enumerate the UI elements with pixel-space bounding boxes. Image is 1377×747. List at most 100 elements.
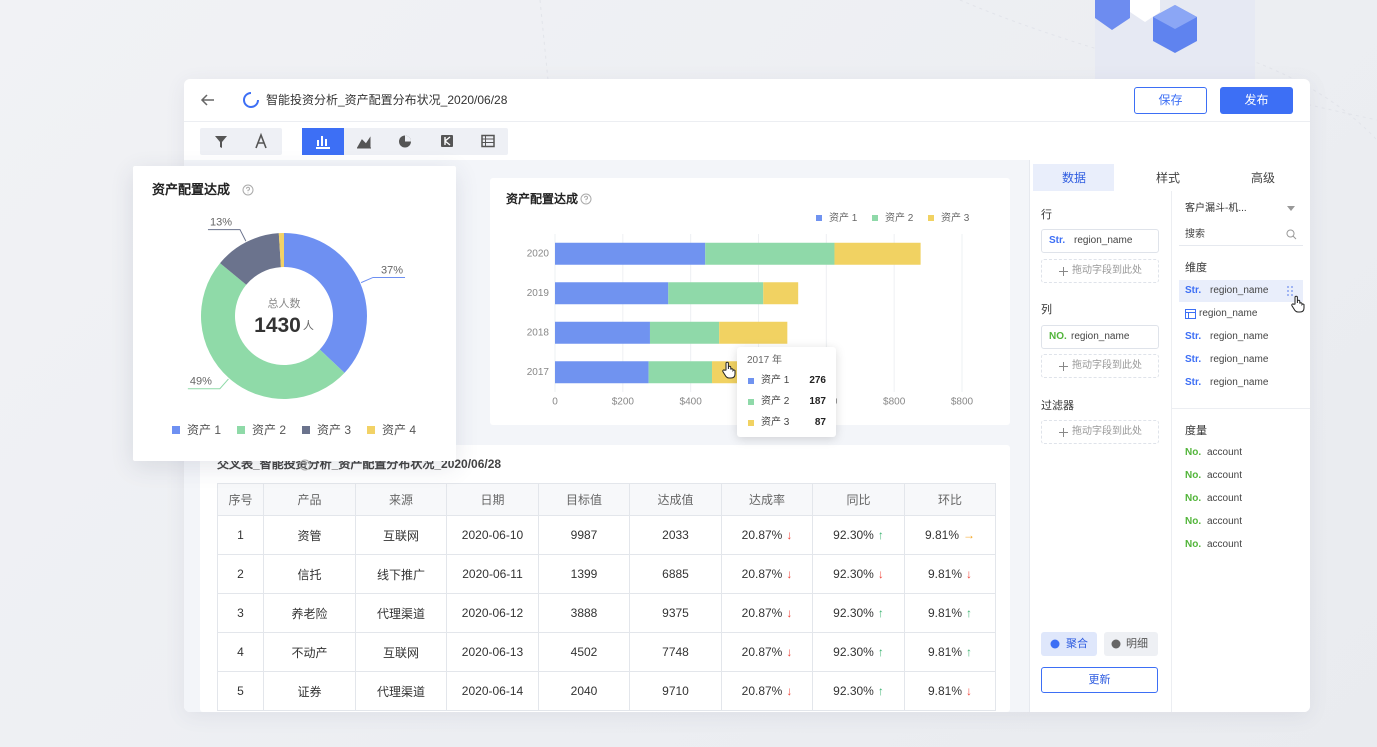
divider bbox=[1171, 191, 1172, 712]
publish-button[interactable]: 发布 bbox=[1220, 87, 1293, 114]
search-box[interactable] bbox=[1179, 224, 1303, 246]
help-mark bbox=[246, 186, 250, 194]
icon-dot bbox=[1050, 639, 1060, 649]
help-icon bbox=[299, 459, 311, 471]
cell-text: 92.30% bbox=[833, 528, 874, 542]
column-header: 来源 bbox=[355, 483, 447, 516]
chart-tooltip: 2017 年资产 1 276 资产 2 187 资产 3 87 bbox=[737, 347, 836, 437]
table-cell: 20.87% ↓ bbox=[721, 632, 813, 672]
center-total: 1430 人 bbox=[254, 314, 314, 337]
panel-tab[interactable]: 数据 bbox=[1061, 171, 1087, 185]
legend-label: 资产 3 bbox=[941, 211, 970, 224]
tooltip-value: 87 bbox=[814, 417, 826, 428]
aggregate-bg bbox=[1041, 632, 1097, 656]
field-type: No. bbox=[1185, 447, 1202, 458]
table-cell: 9.81% ↑ bbox=[904, 632, 996, 672]
trend-arrow: ↑ bbox=[877, 684, 884, 698]
cell-text: 9.81% bbox=[927, 606, 963, 620]
x-tick-label: 0 bbox=[552, 397, 558, 408]
pie-chart-tool[interactable] bbox=[399, 135, 411, 148]
mode-icon bbox=[1050, 639, 1060, 649]
donut-slice bbox=[284, 233, 367, 373]
bar-segment bbox=[555, 242, 706, 265]
table-row: 2 信托 线下推广 2020-06-11 1399 6885 20.87% ↓ 92.30% ↓ 9… bbox=[217, 554, 996, 594]
field-type: No. bbox=[1185, 516, 1202, 527]
plus bbox=[1059, 267, 1068, 276]
legend-swatch bbox=[302, 426, 310, 434]
panel-tab[interactable]: 样式 bbox=[1155, 171, 1181, 185]
section-label: 行 bbox=[1041, 209, 1052, 221]
area-chart-tool[interactable] bbox=[357, 136, 371, 149]
x-tick-label: $400 bbox=[680, 397, 703, 408]
plus bbox=[1059, 428, 1068, 437]
text-tool[interactable] bbox=[255, 132, 267, 149]
trend-arrow: ↑ bbox=[877, 528, 884, 542]
bar-segment bbox=[555, 321, 650, 344]
section-label: 过滤器 bbox=[1041, 400, 1074, 412]
aggregate-button[interactable]: 聚合 bbox=[1066, 638, 1088, 650]
tooltip-value: 276 bbox=[809, 375, 826, 386]
field-type: Str. bbox=[1185, 377, 1202, 388]
table-cell: 代理渠道 bbox=[355, 671, 447, 711]
trend-arrow: → bbox=[963, 528, 976, 542]
table-cell: 9987 bbox=[538, 515, 630, 555]
help-mark bbox=[303, 461, 307, 469]
back-button[interactable] bbox=[198, 90, 218, 110]
table-cell: 7748 bbox=[629, 632, 722, 672]
detail-button[interactable]: 明细 bbox=[1126, 638, 1148, 650]
report-title: 智能投资分析_资产配置分布状况_2020/06/28 bbox=[266, 93, 508, 107]
data-table: 序号 产品 来源 日期 目标值 达成值 达成率 同比 环比 1 资管 互联网 2020-06-10 998… bbox=[217, 483, 996, 711]
search-icon bbox=[1286, 229, 1297, 240]
cell-text: 20.87% bbox=[741, 567, 783, 581]
table-cell: 6885 bbox=[629, 554, 722, 594]
table-cell: 3888 bbox=[538, 593, 630, 633]
field-name: account bbox=[1207, 516, 1243, 527]
bar-segment bbox=[555, 282, 669, 305]
cursor-shape bbox=[1291, 295, 1305, 313]
y-tick-label: 2020 bbox=[527, 248, 550, 259]
column-header: 达成值 bbox=[629, 483, 722, 516]
table-cell: 2033 bbox=[629, 515, 722, 555]
value-label: 49% bbox=[190, 376, 212, 388]
cell-text: 9.81% bbox=[927, 645, 963, 659]
mode-icon bbox=[1111, 639, 1121, 649]
table-cell: 2 bbox=[217, 554, 264, 594]
field-name: account bbox=[1207, 470, 1243, 481]
dropdown-caret bbox=[1287, 206, 1295, 211]
legend-swatch bbox=[172, 426, 180, 434]
x-tick-label: $800 bbox=[883, 397, 906, 408]
field-type: Str. bbox=[1185, 354, 1202, 365]
cell-text: 9.81% bbox=[924, 528, 960, 542]
bar-segment bbox=[648, 361, 713, 384]
kpi-tool[interactable] bbox=[441, 135, 453, 147]
field-type: No. bbox=[1185, 493, 1202, 504]
update-button[interactable]: 更新 bbox=[1041, 667, 1158, 693]
table-cell: 9.81% → bbox=[904, 515, 996, 555]
filter-tool[interactable] bbox=[215, 136, 227, 148]
donut-chart-card: 37% 49% 13% 总人数 1430 人资产 1 资产 2 资产 3 资产 4 bbox=[133, 166, 456, 461]
plus bbox=[1059, 362, 1068, 371]
table-cell: 1 bbox=[217, 515, 264, 555]
field-name: account bbox=[1207, 539, 1243, 550]
cursor-hand bbox=[722, 361, 736, 379]
column-header: 序号 bbox=[217, 483, 264, 516]
dataset-select[interactable]: 客户漏斗-机... bbox=[1185, 203, 1247, 214]
save-button[interactable]: 保存 bbox=[1134, 87, 1207, 114]
bar-chart-tool[interactable] bbox=[302, 128, 344, 155]
table-cell: 代理渠道 bbox=[355, 593, 447, 633]
table-cell: 20.87% ↓ bbox=[721, 671, 813, 711]
panel-tab[interactable]: 高级 bbox=[1250, 171, 1276, 185]
table-cell: 不动产 bbox=[263, 632, 356, 672]
table-cell: 线下推广 bbox=[355, 554, 447, 594]
table-cell: 互联网 bbox=[355, 632, 447, 672]
field-name: account bbox=[1207, 447, 1243, 458]
table-cell: 20.87% ↓ bbox=[721, 593, 813, 633]
table-cell: 92.30% ↑ bbox=[812, 632, 905, 672]
table-cell: 9.81% ↓ bbox=[904, 671, 996, 711]
legend-label: 资产 1 bbox=[187, 423, 221, 437]
table-tool[interactable] bbox=[481, 134, 495, 148]
bar-segment bbox=[763, 282, 799, 305]
dot bbox=[1287, 294, 1289, 296]
bar-segment bbox=[668, 282, 764, 305]
label-leader bbox=[360, 276, 406, 284]
